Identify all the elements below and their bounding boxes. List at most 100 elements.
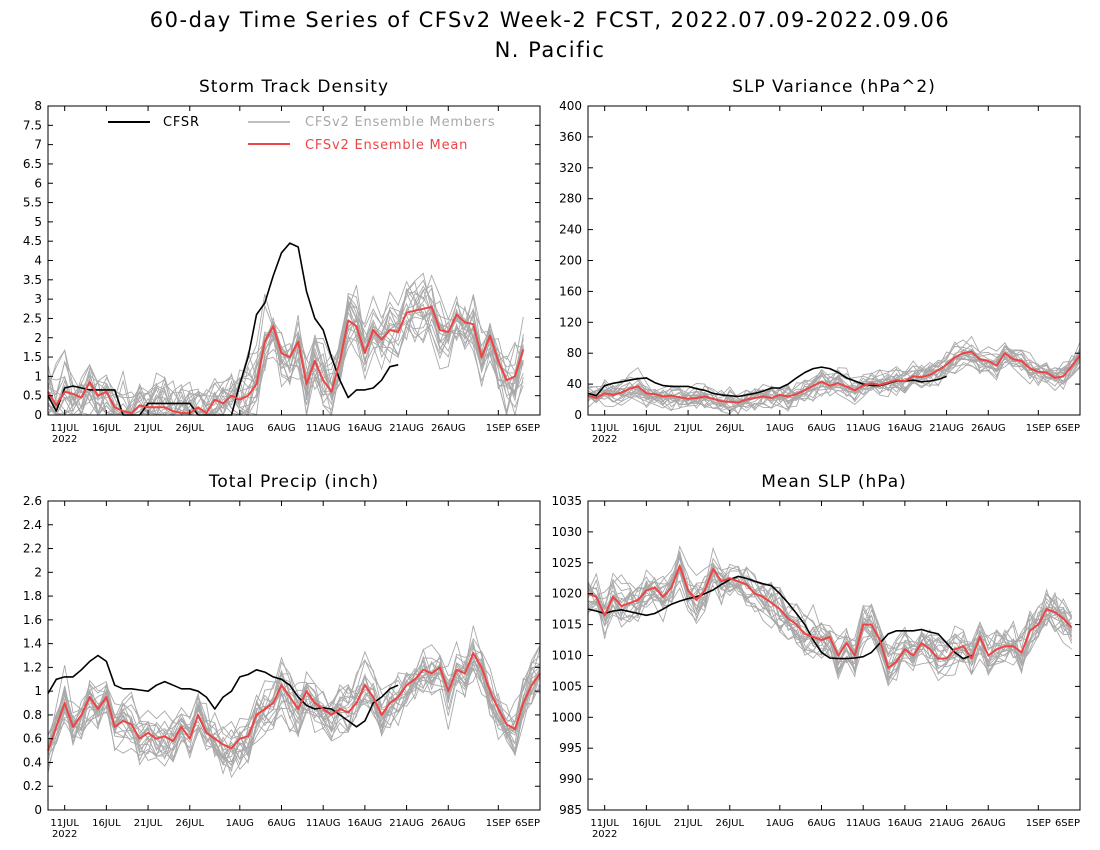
y-tick-label: 240 [559, 223, 582, 237]
y-tick-label: 7 [34, 138, 42, 152]
x-tick-label: 26AUG [971, 818, 1006, 829]
y-tick-label: 1020 [551, 587, 582, 601]
x-tick-label: 26AUG [431, 818, 466, 829]
figure-title: 60-day Time Series of CFSv2 Week-2 FCST,… [150, 8, 950, 32]
x-tick-label: 21AUG [929, 423, 964, 434]
x-tick-label: 16JUL [632, 423, 661, 434]
x-tick-label: 1AUG [766, 818, 794, 829]
y-tick-label: 320 [559, 161, 582, 175]
y-tick-label: 80 [567, 346, 582, 360]
series-line-cfsr [587, 575, 972, 660]
x-tick-label: 1SEP [1026, 818, 1051, 829]
x-tick-label: 11JUL [590, 818, 619, 829]
y-tick-label: 0 [34, 408, 42, 422]
y-tick-label: 400 [559, 99, 582, 113]
y-tick-label: 4.5 [23, 234, 42, 248]
legend-label-mean: CFSv2 Ensemble Mean [305, 138, 468, 153]
x-tick-label: 11JUL [50, 423, 79, 434]
series-line-cfsv2-ensemble-mean [47, 305, 525, 415]
panel-title: Storm Track Density [199, 77, 389, 97]
y-tick-label: 4 [34, 254, 42, 268]
y-tick-label: 0.6 [23, 732, 42, 746]
x-tick-label: 11JUL [50, 818, 79, 829]
x-year-label: 2022 [52, 434, 77, 445]
x-tick-label: 21JUL [134, 423, 163, 434]
y-tick-label: 1.5 [23, 350, 42, 364]
x-year-label: 2022 [52, 829, 77, 840]
plot-frame [587, 105, 1081, 416]
y-tick-label: 1030 [551, 525, 582, 539]
y-tick-label: 3.5 [23, 273, 42, 287]
y-tick-label: 40 [567, 377, 582, 391]
y-tick-label: 1005 [551, 679, 582, 693]
y-tick-label: 1.8 [23, 589, 42, 603]
y-tick-label: 0.5 [23, 389, 42, 403]
x-tick-label: 1AUG [766, 423, 794, 434]
y-tick-label: 1015 [551, 618, 582, 632]
y-tick-label: 2 [34, 331, 42, 345]
y-tick-label: 5.5 [23, 196, 42, 210]
x-tick-label: 16JUL [92, 423, 121, 434]
member-line-12 [587, 551, 1073, 681]
member-line-12 [587, 344, 1081, 415]
member-line-18 [47, 286, 524, 417]
y-tick-label: 7.5 [23, 118, 42, 132]
x-tick-label: 11AUG [306, 818, 341, 829]
member-line-15 [47, 660, 541, 773]
series-line-cfsr [47, 654, 399, 728]
x-tick-label: 21JUL [134, 818, 163, 829]
series-line-cfsv2-ensemble-mean [587, 350, 1081, 404]
member-line-2 [587, 568, 1072, 677]
y-tick-label: 0.4 [23, 755, 42, 769]
y-tick-label: 2.4 [23, 518, 42, 532]
y-tick-label: 1.6 [23, 613, 42, 627]
x-tick-label: 21AUG [389, 423, 424, 434]
x-tick-label: 1SEP [1026, 423, 1051, 434]
x-tick-label: 11JUL [590, 423, 619, 434]
x-tick-label: 16JUL [92, 818, 121, 829]
member-line-7 [587, 568, 1072, 682]
x-tick-label: 21JUL [674, 818, 703, 829]
y-tick-label: 200 [559, 254, 582, 268]
x-tick-label: 1SEP [486, 818, 511, 829]
x-tick-label: 26JUL [715, 423, 744, 434]
member-line-20 [47, 657, 541, 764]
x-tick-label: 6SEP [515, 423, 540, 434]
y-tick-label: 280 [559, 192, 582, 206]
member-line-18 [47, 645, 541, 779]
member-line-5 [587, 563, 1073, 677]
member-line-17 [587, 554, 1072, 686]
ensemble-members [587, 335, 1081, 416]
y-tick-label: 0.8 [23, 708, 42, 722]
x-tick-label: 26AUG [971, 423, 1006, 434]
panel-storm-track-density: Storm Track Density 0 0.5 1 1.5 2 2.5 3 3.5 4 4.5 5… [23, 77, 541, 445]
x-tick-label: 21JUL [674, 423, 703, 434]
plot-frame [47, 500, 541, 811]
y-tick-label: 2 [34, 565, 42, 579]
panel-slp-variance: SLP Variance (hPa^2) 0 40 80 120 160 200 240 280… [559, 77, 1081, 445]
x-tick-label: 11AUG [306, 423, 341, 434]
ensemble-members [587, 545, 1073, 687]
legend: CFSR CFSv2 Ensemble Members CFSv2 Ensemb… [108, 115, 495, 153]
x-tick-label: 1AUG [226, 423, 254, 434]
y-tick-label: 0 [574, 408, 582, 422]
y-tick-label: 1025 [551, 556, 582, 570]
ensemble-members [47, 272, 524, 417]
x-tick-label: 16AUG [888, 818, 923, 829]
panel-title: Mean SLP (hPa) [761, 472, 907, 492]
y-tick-label: 1.4 [23, 637, 42, 651]
y-tick-label: 3 [34, 292, 42, 306]
y-tick-label: 2.6 [23, 494, 42, 508]
x-tick-label: 16AUG [888, 423, 923, 434]
x-tick-label: 26JUL [175, 818, 204, 829]
member-line-9 [47, 625, 541, 776]
x-tick-label: 16AUG [348, 818, 383, 829]
y-tick-label: 1 [34, 369, 42, 383]
legend-label-members: CFSv2 Ensemble Members [305, 115, 495, 130]
member-line-8 [587, 545, 1073, 681]
x-tick-label: 6AUG [807, 423, 835, 434]
member-line-20 [587, 339, 1081, 408]
series-line-cfsv2-ensemble-mean [47, 652, 541, 751]
member-line-1 [47, 281, 524, 417]
